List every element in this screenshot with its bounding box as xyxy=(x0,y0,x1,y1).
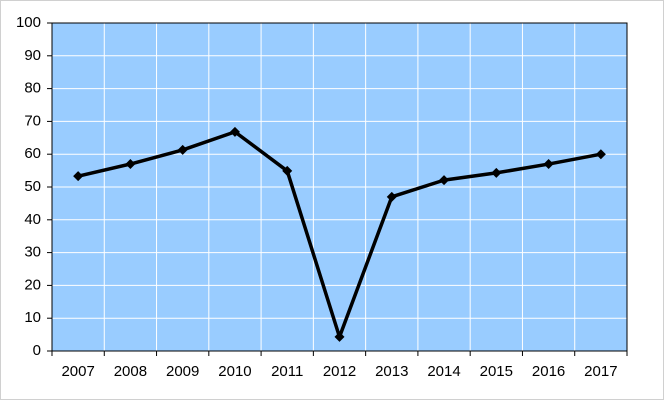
x-tick-label: 2013 xyxy=(375,363,408,380)
marker xyxy=(282,165,293,176)
y-tick-label: 50 xyxy=(24,178,41,195)
y-tick-label: 80 xyxy=(24,80,41,97)
y-tick-label: 60 xyxy=(24,145,41,162)
x-tick-label: 2011 xyxy=(271,363,303,380)
marker xyxy=(439,175,450,186)
x-tick-label: 2009 xyxy=(166,363,199,380)
y-tick-label: 10 xyxy=(24,309,41,326)
y-tick-label: 20 xyxy=(24,276,41,293)
x-tick-label: 2008 xyxy=(114,363,147,380)
x-tick-label: 2015 xyxy=(480,363,513,380)
x-tick-label: 2007 xyxy=(61,363,94,380)
marker xyxy=(229,126,240,137)
x-tick-label: 2016 xyxy=(532,363,565,380)
marker xyxy=(125,159,136,170)
y-tick-label: 30 xyxy=(24,244,41,261)
marker xyxy=(491,167,502,178)
y-tick-label: 40 xyxy=(24,211,41,228)
marker xyxy=(595,149,606,160)
y-tick-label: 0 xyxy=(33,342,41,359)
marker xyxy=(73,171,84,182)
x-tick-label: 2010 xyxy=(218,363,251,380)
marker xyxy=(334,331,345,342)
y-tick-label: 100 xyxy=(16,14,41,31)
plot-border xyxy=(51,22,628,352)
marker xyxy=(177,144,188,155)
marker xyxy=(386,191,397,202)
x-tick-label: 2012 xyxy=(323,363,356,380)
x-tick-label: 2017 xyxy=(584,363,617,380)
marker xyxy=(543,159,554,170)
y-tick-label: 90 xyxy=(24,47,41,64)
y-tick-label: 70 xyxy=(24,112,41,129)
x-tick-label: 2014 xyxy=(427,363,460,380)
